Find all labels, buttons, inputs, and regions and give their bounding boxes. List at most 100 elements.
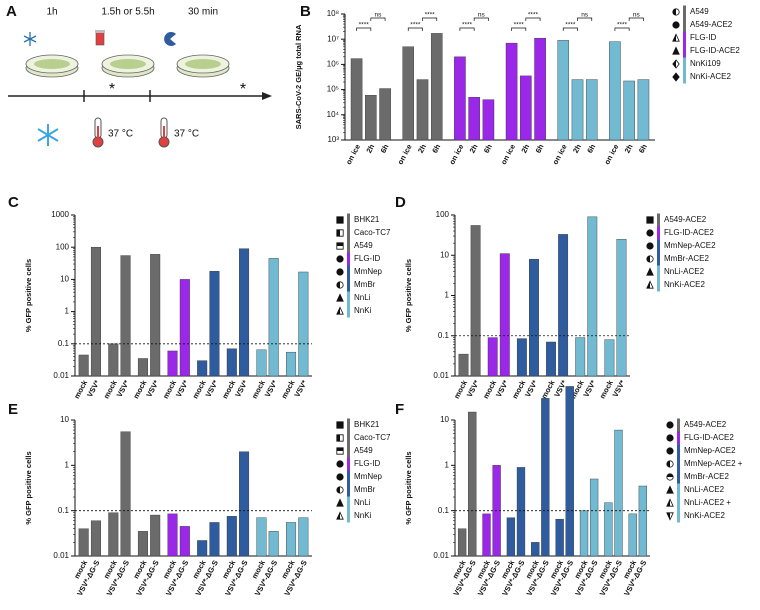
x-tick-label: VSV* (204, 379, 220, 399)
y-tick-label: 10⁸ (327, 9, 339, 18)
legend-marker-fill (666, 499, 670, 507)
bar (137, 531, 148, 557)
bar (616, 239, 627, 377)
duration: 1h (46, 7, 57, 18)
bar (468, 411, 477, 557)
bar (108, 343, 119, 377)
legend-color (657, 265, 660, 279)
legend-color (347, 418, 350, 432)
legend-marker (336, 498, 344, 507)
significance-bracket (511, 27, 527, 31)
legend-label: NnLi-ACE2 (684, 485, 725, 494)
bar (575, 337, 586, 377)
legend-marker (666, 447, 674, 455)
x-tick-label: on ice (344, 143, 362, 166)
x-tick-label: 2h (416, 142, 428, 154)
x-tick-label: VSV* (581, 379, 597, 399)
y-tick-label: 1 (445, 460, 450, 469)
bar (541, 398, 550, 557)
bar (557, 40, 570, 141)
legend-marker (646, 242, 654, 250)
bar (628, 513, 637, 557)
legend-color (657, 252, 660, 266)
significance-label: **** (462, 22, 473, 29)
y-tick-label: 0.1 (58, 506, 70, 515)
x-tick-label: 6h (430, 142, 442, 154)
legend-marker (336, 421, 344, 429)
legend-marker-fill (336, 434, 340, 442)
bar (558, 234, 569, 377)
legend-marker-part (336, 447, 344, 451)
y-tick-label: 10 (440, 250, 449, 259)
bar (579, 510, 589, 557)
bar (468, 96, 480, 141)
significance-label: ns (375, 12, 383, 19)
legend-color (677, 483, 680, 497)
legend-color (677, 470, 680, 484)
legend-label: A549-ACE2 (690, 20, 733, 29)
x-tick-label: 2h (468, 142, 480, 154)
significance-bracket (562, 27, 578, 31)
temperature: 37 °C (174, 129, 199, 140)
bar (529, 258, 539, 377)
bar (137, 358, 148, 377)
y-tick-label: 10³ (327, 135, 339, 144)
x-tick-label: 6h (637, 142, 649, 154)
x-tick-label: 2h (571, 142, 583, 154)
legend-label: MmNep-ACE2 (684, 446, 736, 455)
y-tick-label: 10⁵ (327, 85, 339, 94)
duration: 30 min (188, 7, 218, 18)
legend-marker-fill (672, 60, 676, 68)
bar (120, 255, 131, 377)
y-tick-label: 0.01 (433, 371, 449, 380)
bar (506, 517, 516, 557)
y-tick-label: 10 (60, 415, 69, 424)
bar (571, 79, 584, 141)
legend-marker (646, 216, 654, 224)
panel-letter: C (8, 194, 19, 211)
bar (470, 225, 481, 377)
legend-marker-fill (672, 8, 676, 16)
legend-label: FLG-ID (354, 254, 380, 263)
legend-marker (336, 255, 344, 263)
legend-color (347, 496, 350, 510)
y-tick-label: 0.1 (438, 331, 450, 340)
legend-color (683, 18, 686, 32)
legend-label: NnKi (354, 306, 372, 315)
bar (531, 542, 540, 557)
legend-color (347, 265, 350, 279)
legend-color (347, 278, 350, 292)
significance-label: **** (528, 12, 539, 19)
y-tick-label: 0.01 (53, 371, 69, 380)
bar (78, 354, 89, 377)
x-tick-label: 6h (482, 142, 494, 154)
legend-marker-part (666, 473, 674, 477)
bar (108, 512, 119, 557)
legend-marker-part (666, 512, 670, 520)
x-tick-label: VSV* (292, 379, 308, 399)
legend-marker-fill (666, 512, 670, 520)
legend-label: NnLi-ACE2 (664, 267, 705, 276)
legend-color (347, 213, 350, 227)
legend-marker-part (336, 229, 340, 237)
bar (609, 41, 621, 141)
x-tick-label: VSV* (263, 379, 279, 399)
legend-label: A549 (354, 241, 373, 250)
bar (430, 33, 443, 141)
legend-marker (336, 473, 344, 481)
significance-label: **** (617, 22, 628, 29)
legend-marker-part (672, 34, 676, 42)
legend-label: BHK21 (354, 420, 380, 429)
bar (179, 279, 190, 377)
bar (298, 517, 309, 557)
legend-marker (646, 267, 654, 276)
significance-label: **** (425, 12, 436, 19)
significance-label: ns (581, 12, 589, 19)
snowflake-icon (23, 32, 37, 46)
legend-color (683, 57, 686, 71)
x-tick-label: VSV* (523, 379, 539, 399)
panel-letter: D (395, 194, 406, 211)
x-tick-label: VSV* (611, 379, 627, 399)
x-tick-label: VSV* (85, 379, 101, 399)
